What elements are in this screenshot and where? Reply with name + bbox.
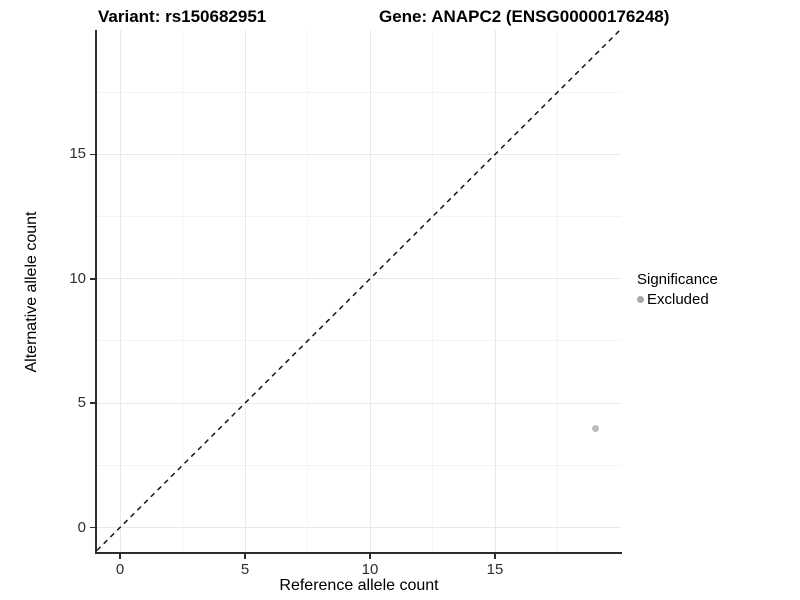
y-tick-label: 10	[69, 269, 86, 287]
x-gridline-major	[494, 30, 496, 552]
x-tick-mark	[494, 554, 496, 559]
identity-dashed-line	[96, 29, 622, 551]
y-tick-mark	[90, 278, 95, 280]
x-gridline-major	[119, 30, 121, 552]
plot-panel	[96, 29, 622, 552]
y-tick-label: 0	[77, 518, 86, 536]
y-axis-line	[95, 30, 97, 554]
y-tick-label: 5	[77, 394, 86, 412]
x-gridline-major	[244, 30, 246, 552]
plot-title-gene: Gene: ANAPC2 (ENSG00000176248)	[379, 7, 670, 26]
x-tick-mark	[244, 554, 246, 559]
x-tick-label: 10	[361, 561, 379, 578]
y-axis-title: Alternative allele count	[23, 211, 40, 373]
legend: Significance Excluded	[637, 271, 718, 308]
y-tick-mark	[90, 526, 95, 529]
x-axis-title: Reference allele count	[279, 577, 439, 594]
y-gridline-minor	[97, 91, 621, 93]
x-gridline-minor	[432, 30, 433, 552]
y-tick-mark	[90, 153, 95, 156]
legend-item-excluded: Excluded	[637, 291, 718, 308]
x-tick-mark	[119, 554, 121, 559]
x-gridline-minor	[557, 30, 558, 552]
data-point	[591, 424, 599, 432]
y-gridline-major	[97, 153, 621, 155]
y-gridline-minor	[97, 216, 621, 218]
y-tick-mark	[90, 402, 95, 404]
x-tick-label: 15	[486, 561, 504, 578]
plot-title-variant: Variant: rs150682951	[98, 7, 267, 26]
x-tick-label: 5	[240, 561, 250, 578]
y-gridline-major	[97, 527, 621, 528]
legend-item-label: Excluded	[647, 291, 709, 308]
y-gridline-major	[97, 402, 621, 404]
x-tick-label: 0	[115, 561, 125, 578]
y-gridline-minor	[97, 340, 621, 342]
y-tick-label: 15	[69, 145, 86, 163]
x-gridline-major	[369, 30, 371, 552]
y-gridline-minor	[97, 464, 621, 466]
identity-line-layer	[96, 29, 622, 551]
y-gridline-major	[97, 278, 621, 280]
x-axis-line	[95, 552, 622, 554]
x-gridline-minor	[182, 30, 183, 552]
x-tick-mark	[369, 554, 371, 559]
legend-title: Significance	[637, 271, 718, 288]
x-gridline-minor	[307, 30, 308, 552]
excluded-point-icon	[637, 296, 644, 303]
